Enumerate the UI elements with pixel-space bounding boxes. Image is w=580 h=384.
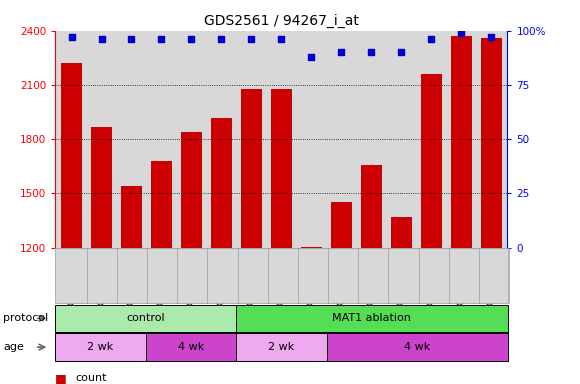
Bar bbox=[271, 89, 292, 384]
Point bbox=[397, 49, 406, 55]
Text: ■: ■ bbox=[55, 372, 67, 384]
Bar bbox=[451, 36, 472, 384]
Text: count: count bbox=[75, 373, 107, 383]
Point bbox=[367, 49, 376, 55]
Point bbox=[97, 36, 106, 43]
Bar bbox=[420, 74, 441, 384]
Point bbox=[187, 36, 196, 43]
Bar bbox=[391, 217, 412, 384]
Bar bbox=[151, 161, 172, 384]
Point bbox=[456, 30, 466, 36]
Point bbox=[246, 36, 256, 43]
Point bbox=[307, 54, 316, 60]
Point bbox=[157, 36, 166, 43]
Text: protocol: protocol bbox=[3, 313, 48, 323]
Text: 2 wk: 2 wk bbox=[268, 342, 295, 352]
Point bbox=[67, 34, 76, 40]
Point bbox=[217, 36, 226, 43]
Point bbox=[426, 36, 436, 43]
Bar bbox=[241, 89, 262, 384]
Text: MAT1 ablation: MAT1 ablation bbox=[332, 313, 411, 323]
Title: GDS2561 / 94267_i_at: GDS2561 / 94267_i_at bbox=[204, 14, 359, 28]
Bar bbox=[181, 132, 202, 384]
Text: control: control bbox=[126, 313, 165, 323]
Bar bbox=[61, 63, 82, 384]
Point bbox=[277, 36, 286, 43]
Text: 4 wk: 4 wk bbox=[177, 342, 204, 352]
Text: ■: ■ bbox=[55, 383, 67, 384]
Point bbox=[487, 34, 496, 40]
Bar bbox=[361, 164, 382, 384]
Bar bbox=[301, 247, 322, 384]
Bar bbox=[211, 118, 232, 384]
Text: age: age bbox=[3, 342, 24, 352]
Bar bbox=[481, 38, 502, 384]
Bar bbox=[121, 186, 142, 384]
Point bbox=[127, 36, 136, 43]
Bar bbox=[331, 202, 351, 384]
Bar bbox=[91, 127, 112, 384]
Text: 2 wk: 2 wk bbox=[87, 342, 114, 352]
Point bbox=[336, 49, 346, 55]
Text: 4 wk: 4 wk bbox=[404, 342, 430, 352]
